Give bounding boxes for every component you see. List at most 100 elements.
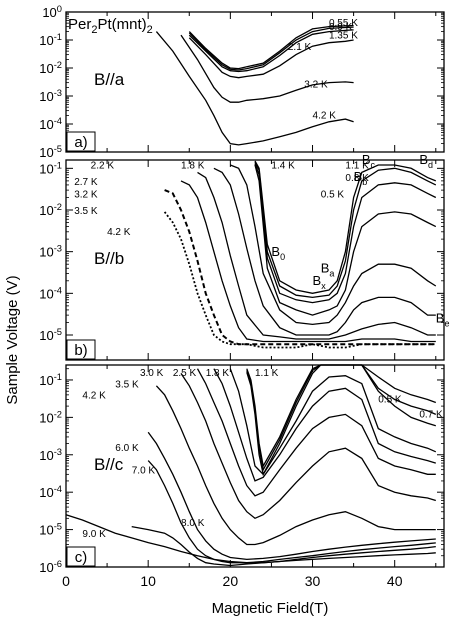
critical-field-annotation: Bb: [354, 169, 368, 187]
y-tick-label: 10-4: [39, 285, 62, 301]
plot-frame: [65, 11, 445, 153]
series-label: 1.1 K: [345, 160, 369, 171]
panel-3: 10-6 10-5 10-4 10-3 10-2 10-1 1.1 K 0.7 K 0.5 K 1…: [39, 364, 445, 575]
series-line: [180, 180, 436, 343]
y-tick-label: 10-4: [39, 116, 62, 132]
panel-label: b): [66, 339, 96, 360]
series-label: 2.7 K: [74, 177, 98, 188]
series-label: 0.5 K: [321, 190, 345, 201]
series-line: [213, 167, 436, 336]
series-label: 3.2 K: [74, 190, 98, 201]
series-label: 2.1 K: [288, 42, 312, 53]
y-tick-label: 10-3: [39, 88, 62, 104]
series-label: 3.0 K: [140, 368, 164, 379]
critical-field-annotation: Bc: [362, 152, 376, 170]
x-tick-label: 20: [223, 573, 239, 589]
series-label: 0.5 K: [378, 394, 402, 405]
critical-field-annotation: B0: [271, 244, 285, 262]
series-line: [254, 163, 437, 304]
y-tick-label: 10-3: [39, 244, 62, 260]
panel-1: 10-5 10-4 10-3 10-2 10-1 100 0.55 K0.9 K1.35 K…: [39, 4, 445, 160]
series-label: 4.2 K: [82, 391, 106, 402]
y-tick-label: 10-5: [39, 522, 62, 538]
y-tick-label: 100: [42, 4, 62, 20]
critical-field-annotation: Bd: [419, 152, 433, 170]
field-direction-label: B//a: [94, 70, 125, 89]
series-line: [147, 460, 436, 564]
series-label: 4.2 K: [107, 227, 131, 238]
series-line: [254, 160, 437, 294]
y-tick-label: 10-3: [39, 447, 62, 463]
series-line: [147, 431, 436, 561]
x-tick-label: 30: [305, 573, 321, 589]
series-label: 1.4 K: [271, 160, 295, 171]
panel-2: 10-5 10-4 10-3 10-2 10-1 1.4 K 1.1 K 0.8 K0.5 K…: [39, 152, 450, 361]
y-axis-label: Sample Voltage (V): [4, 275, 21, 404]
y-tick-label: 10-2: [39, 202, 62, 218]
y-tick-label: 10-6: [39, 559, 62, 575]
plot-frame: [65, 159, 445, 361]
series-label: 0.8 K: [345, 173, 369, 184]
series-line: [254, 164, 437, 316]
series-label: 1.8 K: [181, 160, 205, 171]
x-tick-label: 0: [62, 573, 70, 589]
panel-label-text: c): [75, 549, 88, 566]
y-tick-label: 10-4: [39, 484, 62, 500]
series-line: [197, 171, 436, 340]
series-label: 1.8 K: [206, 368, 230, 379]
x-axis-label: Magnetic Field(T): [212, 600, 329, 617]
critical-field-annotation: Ba: [321, 261, 335, 279]
x-tick-labels: 0 10 20 30 40: [62, 573, 403, 589]
panel-label: c): [66, 546, 96, 567]
chart-title: Per2Pt(mnt)2: [68, 16, 153, 36]
series-label: 4.2 K: [313, 110, 337, 121]
series-label: 0.9 K: [329, 22, 353, 33]
series-line: [180, 373, 436, 520]
series-line: [188, 29, 354, 73]
y-tick-label: 10-1: [39, 372, 62, 388]
y-tick-label: 10-2: [39, 409, 62, 425]
series-line: [163, 211, 436, 349]
series-line: [155, 385, 436, 546]
field-direction-label: B//b: [94, 249, 124, 268]
field-direction-label: B//c: [94, 455, 124, 474]
critical-field-annotation: Bx: [313, 273, 327, 291]
series-label: 3.5 K: [115, 379, 139, 390]
series-line: [246, 364, 437, 477]
series-label: 2.5 K: [173, 368, 197, 379]
series-line: [246, 364, 436, 472]
series-line: [180, 34, 354, 103]
y-tick-label: 10-1: [39, 160, 62, 176]
y-tick-label: 10-5: [39, 144, 62, 160]
critical-field-annotation: Be: [436, 311, 450, 329]
series-line: [164, 189, 436, 346]
series-line: [188, 24, 354, 70]
x-tick-label: 40: [387, 573, 403, 589]
series-line: [196, 368, 436, 497]
series-line: [188, 26, 354, 71]
series-label: 0.55 K: [329, 18, 358, 29]
panel-label-text: b): [74, 342, 87, 359]
x-tick-label: 10: [140, 573, 156, 589]
series-label: 2.2 K: [91, 160, 115, 171]
series-line: [155, 31, 354, 146]
series-line: [213, 368, 436, 482]
series-line: [65, 514, 436, 564]
series-line: [131, 525, 436, 567]
y-tick-label: 10-5: [39, 327, 62, 343]
series-label: 3.2 K: [304, 80, 328, 91]
series-label: 0.7 K: [419, 409, 443, 420]
series-line: [230, 164, 437, 326]
series-line: [229, 368, 437, 476]
panel-label: a): [66, 131, 96, 152]
series-line: [188, 37, 354, 79]
series-label: 7.0 K: [132, 465, 156, 476]
series-label: 1.1 K: [255, 368, 279, 379]
series-label: 9.0 K: [82, 529, 106, 540]
y-tick-label: 10-2: [39, 60, 62, 76]
series-label: 1.35 K: [329, 31, 358, 42]
y-tick-label: 10-1: [39, 32, 62, 48]
series-label: 8.0 K: [181, 518, 205, 529]
series-label: 6.0 K: [115, 443, 139, 454]
